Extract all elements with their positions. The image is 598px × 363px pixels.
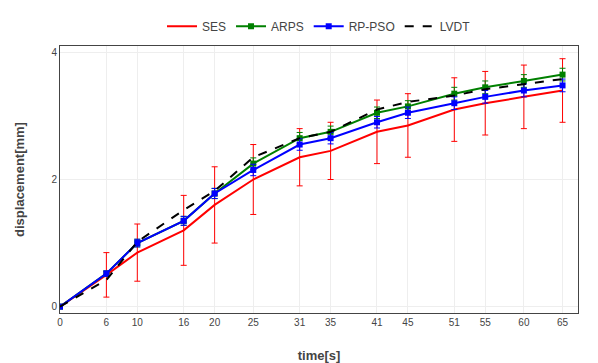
svg-text:51: 51 [449,317,461,328]
svg-text:10: 10 [132,317,144,328]
svg-text:time[s]: time[s] [298,348,341,363]
svg-text:25: 25 [248,317,260,328]
svg-text:SES: SES [202,20,226,34]
svg-text:LVDT: LVDT [440,20,470,34]
svg-text:41: 41 [371,317,383,328]
svg-text:0: 0 [51,301,57,312]
svg-text:16: 16 [178,317,190,328]
svg-text:65: 65 [557,317,569,328]
svg-text:RP-PSO: RP-PSO [349,20,395,34]
svg-text:45: 45 [402,317,414,328]
svg-text:6: 6 [104,317,110,328]
svg-text:4: 4 [51,47,57,58]
svg-text:35: 35 [325,317,337,328]
svg-text:60: 60 [518,317,530,328]
svg-text:31: 31 [294,317,306,328]
svg-text:55: 55 [480,317,492,328]
svg-text:2: 2 [51,174,57,185]
svg-text:20: 20 [209,317,221,328]
svg-text:displacement[mm]: displacement[mm] [12,122,27,237]
svg-text:0: 0 [57,317,63,328]
svg-text:ARPS: ARPS [271,20,304,34]
